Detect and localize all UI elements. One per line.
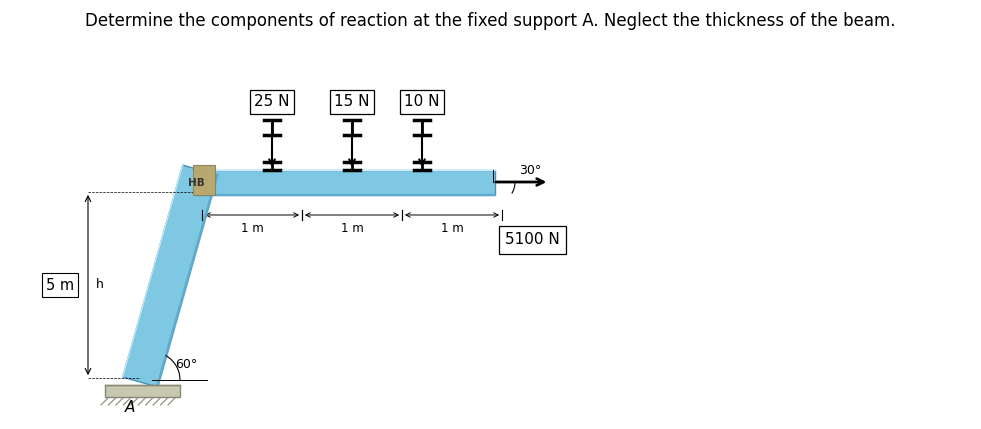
Text: A: A xyxy=(125,401,135,416)
Text: h: h xyxy=(96,278,104,291)
Text: HB: HB xyxy=(187,178,204,188)
Text: 25 N: 25 N xyxy=(254,94,289,109)
Text: Determine the components of reaction at the fixed support A. Neglect the thickne: Determine the components of reaction at … xyxy=(85,12,896,30)
Bar xyxy=(105,385,180,397)
Text: 10 N: 10 N xyxy=(404,94,439,109)
Text: 1 m: 1 m xyxy=(440,223,463,236)
Text: 30°: 30° xyxy=(519,164,542,177)
Text: 1 m: 1 m xyxy=(240,223,263,236)
Text: 5100 N: 5100 N xyxy=(505,233,560,248)
Bar xyxy=(197,170,495,195)
Bar xyxy=(193,165,215,195)
Text: 5 m: 5 m xyxy=(46,278,74,293)
Text: 15 N: 15 N xyxy=(335,94,370,109)
Text: 60°: 60° xyxy=(175,359,197,372)
Text: 1 m: 1 m xyxy=(340,223,363,236)
Polygon shape xyxy=(123,165,218,387)
